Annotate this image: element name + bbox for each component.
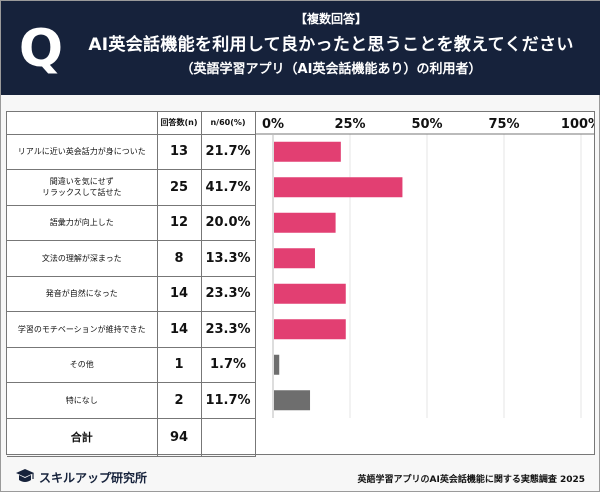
- question-subtitle: （英語学習アプリ（AI英会話機能あり）の利用者）: [180, 62, 482, 77]
- table-row: 間違いを気にせず リラックスして話せた 25 41.7%: [7, 169, 256, 206]
- bar: [274, 212, 336, 233]
- header-blank: [7, 112, 158, 135]
- results-panel: 回答数(n) n/60(%) リアルに近い英会話力が身についた 13 21.7%…: [6, 111, 595, 457]
- total-row: 合計 94: [7, 418, 256, 457]
- graduation-cap-logo-icon: [16, 469, 34, 482]
- header-percent: n/60(%): [201, 112, 256, 135]
- results-table: 回答数(n) n/60(%) リアルに近い英会話力が身についた 13 21.7%…: [7, 112, 256, 457]
- row-percent: 1.7%: [201, 347, 256, 383]
- bar: [274, 283, 346, 304]
- row-label: 語彙力が向上した: [7, 205, 158, 241]
- bar: [274, 354, 280, 375]
- table-row: その他 1 1.7%: [7, 347, 256, 383]
- total-label: 合計: [7, 418, 158, 457]
- question-mark-icon: Q: [18, 19, 64, 79]
- question-type-tag: 【複数回答】: [294, 12, 367, 26]
- bar: [274, 177, 403, 198]
- row-label: リアルに近い英会話力が身についた: [7, 134, 158, 170]
- bar-chart: 0% 25% 50% 75% 100%: [255, 117, 594, 418]
- x-tick-label: 25%: [334, 117, 365, 132]
- bar: [274, 141, 341, 162]
- row-percent: 23.3%: [201, 311, 256, 348]
- bar: [274, 248, 315, 269]
- table-row: 語彙力が向上した 12 20.0%: [7, 205, 256, 241]
- row-percent: 21.7%: [201, 134, 256, 170]
- header-banner: Q 【複数回答】 AI英会話機能を利用して良かったと思うことを教えてください （…: [1, 1, 600, 95]
- table-row: 発音が自然になった 14 23.3%: [7, 276, 256, 312]
- row-percent: 23.3%: [201, 276, 256, 312]
- table-row: 文法の理解が深まった 8 13.3%: [7, 240, 256, 277]
- row-count: 12: [157, 205, 202, 241]
- row-count: 25: [157, 169, 202, 206]
- x-tick-label: 0%: [262, 117, 284, 132]
- row-label: その他: [7, 347, 158, 383]
- row-percent: 41.7%: [201, 169, 256, 206]
- row-count: 14: [157, 311, 202, 348]
- x-tick-label: 75%: [488, 117, 519, 132]
- row-label: 特になし: [7, 382, 158, 419]
- brand-name: スキルアップ研究所: [39, 471, 148, 485]
- table-row: 特になし 2 11.7%: [7, 382, 256, 419]
- row-percent: 20.0%: [201, 205, 256, 241]
- total-count: 94: [157, 418, 202, 457]
- bar: [274, 319, 346, 340]
- question-title: AI英会話機能を利用して良かったと思うことを教えてください: [88, 35, 574, 55]
- row-percent: 13.3%: [201, 240, 256, 277]
- total-percent-blank: [201, 418, 256, 457]
- table-row: 学習のモチベーションが維持できた 14 23.3%: [7, 311, 256, 348]
- row-label: 間違いを気にせず リラックスして話せた: [7, 169, 158, 206]
- x-tick-label: 50%: [411, 117, 442, 132]
- survey-source: 英語学習アプリのAI英会話機能に関する実態調査 2025: [357, 475, 586, 485]
- row-label: 学習のモチベーションが維持できた: [7, 311, 158, 348]
- bar: [274, 390, 311, 411]
- row-label: 文法の理解が深まった: [7, 240, 158, 277]
- row-count: 2: [157, 382, 202, 419]
- header-count: 回答数(n): [157, 112, 202, 135]
- table-row: リアルに近い英会話力が身についた 13 21.7%: [7, 134, 256, 170]
- row-count: 8: [157, 240, 202, 277]
- x-tick-label: 100%: [561, 117, 594, 132]
- row-count: 14: [157, 276, 202, 312]
- row-count: 13: [157, 134, 202, 170]
- row-count: 1: [157, 347, 202, 383]
- row-label: 発音が自然になった: [7, 276, 158, 312]
- row-percent: 11.7%: [201, 382, 256, 419]
